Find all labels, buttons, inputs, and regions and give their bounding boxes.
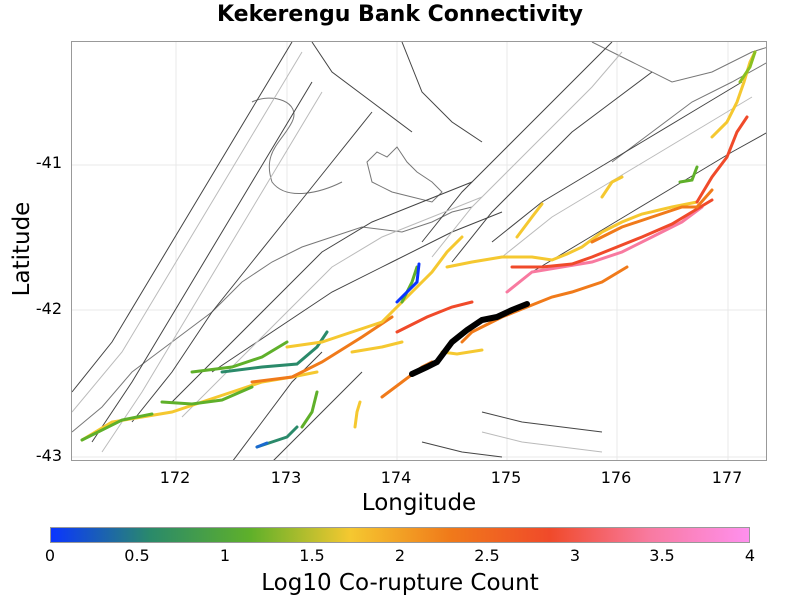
fault-section-red-northeast bbox=[695, 115, 749, 204]
fault-section-orange-east bbox=[460, 265, 629, 344]
fault-section-green-north bbox=[190, 340, 289, 374]
fault-section-orange-mid bbox=[250, 315, 394, 384]
fault-section-yellow-main bbox=[285, 235, 464, 349]
fault-section-red-east bbox=[510, 198, 714, 269]
fault-section-green-short bbox=[400, 265, 419, 304]
fault-section-blue-south bbox=[255, 441, 269, 449]
fault-section-pink bbox=[505, 205, 704, 294]
corupture-sections bbox=[80, 50, 757, 449]
colorbar-tick-label: 1.5 bbox=[299, 546, 325, 565]
fault-section-yellow-northeast bbox=[710, 50, 757, 139]
y-tick-label: -41 bbox=[35, 153, 62, 172]
colorbar-tick-label: 3 bbox=[569, 546, 581, 565]
fault-section-orange-northeast bbox=[590, 188, 714, 244]
colorbar-label: Log10 Co-rupture Count bbox=[261, 570, 539, 596]
fault-section-yellow-lower bbox=[350, 340, 404, 354]
background-faults bbox=[72, 42, 766, 460]
x-tick-label: 174 bbox=[380, 468, 412, 487]
colorbar-tick-label: 0 bbox=[44, 546, 56, 565]
fault-section-yellow-small bbox=[600, 175, 624, 199]
fault-section-green-northeast bbox=[738, 50, 757, 84]
fault-section-yellow-east bbox=[445, 200, 699, 269]
fault-section-red-mid bbox=[395, 300, 474, 334]
x-tick-label: 177 bbox=[711, 468, 743, 487]
y-tick-label: -42 bbox=[35, 299, 62, 318]
x-tick-label: 173 bbox=[270, 468, 302, 487]
colorbar-tick-label: 2 bbox=[394, 546, 406, 565]
x-axis-label: Longitude bbox=[361, 490, 477, 516]
colorbar-tick-label: 4 bbox=[744, 546, 756, 565]
map-grid bbox=[72, 42, 766, 460]
fault-section-green-west bbox=[80, 412, 154, 442]
fault-map bbox=[72, 42, 766, 460]
fault-section-green-east bbox=[678, 165, 699, 184]
x-tick-label: 176 bbox=[600, 468, 632, 487]
colorbar bbox=[50, 527, 750, 543]
colorbar-tick-label: 2.5 bbox=[474, 546, 500, 565]
map-plot-area bbox=[71, 41, 767, 461]
colorbar-tick-label: 3.5 bbox=[649, 546, 675, 565]
y-tick-label: -43 bbox=[35, 446, 62, 465]
fault-section-blue-north bbox=[395, 262, 421, 304]
colorbar-tick-label: 1 bbox=[219, 546, 231, 565]
fault-section-green-mid bbox=[160, 385, 254, 406]
y-axis-label: Latitude bbox=[9, 201, 35, 297]
colorbar-tick-label: 0.5 bbox=[124, 546, 150, 565]
x-tick-label: 172 bbox=[159, 468, 191, 487]
x-tick-label: 175 bbox=[490, 468, 522, 487]
fault-section-green-south bbox=[300, 390, 319, 429]
kekerengu-bank-section bbox=[409, 301, 530, 377]
fault-section-yellow-north bbox=[515, 202, 544, 239]
fault-section-yellow-tiny bbox=[353, 400, 362, 429]
map-title: Kekerengu Bank Connectivity bbox=[217, 2, 583, 27]
